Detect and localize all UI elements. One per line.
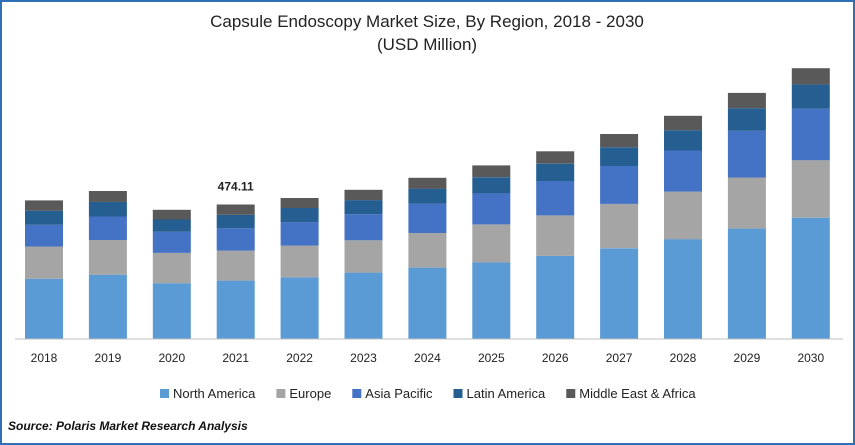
source-note: Source: Polaris Market Research Analysis bbox=[8, 419, 248, 433]
bar-2019-latin-america bbox=[88, 201, 127, 217]
bar-2021-europe bbox=[216, 250, 255, 281]
bar-2024-asia-pacific bbox=[408, 203, 447, 233]
x-tick-2030: 2030 bbox=[797, 351, 824, 365]
bar-2021-middle-east-africa bbox=[216, 204, 255, 215]
bar-2027-asia-pacific bbox=[600, 166, 639, 204]
legend-swatch-europe bbox=[276, 389, 286, 398]
legend-swatch-latin-america bbox=[453, 389, 463, 398]
bar-2024-latin-america bbox=[408, 188, 447, 204]
bar-2019-europe bbox=[88, 240, 127, 275]
bar-2022-asia-pacific bbox=[280, 222, 319, 246]
bar-2023-asia-pacific bbox=[344, 214, 383, 241]
bar-2021-north-america bbox=[216, 280, 255, 339]
legend-label-asia-pacific: Asia Pacific bbox=[365, 386, 433, 401]
bars-group bbox=[25, 68, 830, 339]
bar-2021-latin-america bbox=[216, 214, 255, 229]
x-tick-2029: 2029 bbox=[734, 351, 761, 365]
bar-2026-middle-east-africa bbox=[536, 151, 575, 164]
bar-2029-europe bbox=[727, 177, 766, 229]
bar-2022-europe bbox=[280, 245, 319, 278]
bar-2025-latin-america bbox=[472, 177, 511, 194]
bar-2030-europe bbox=[791, 160, 830, 218]
bar-2023-middle-east-africa bbox=[344, 189, 383, 201]
bar-2022-north-america bbox=[280, 277, 319, 339]
bar-2027-middle-east-africa bbox=[600, 134, 639, 148]
bar-2028-asia-pacific bbox=[664, 150, 702, 192]
x-tick-2025: 2025 bbox=[478, 351, 505, 365]
legend-swatch-middle-east-africa bbox=[566, 389, 576, 398]
bar-2027-europe bbox=[600, 203, 639, 249]
bar-2026-latin-america bbox=[536, 163, 575, 181]
bar-2024-north-america bbox=[408, 267, 447, 339]
x-tick-2026: 2026 bbox=[542, 351, 569, 365]
bar-2025-asia-pacific bbox=[472, 193, 511, 225]
bar-2025-europe bbox=[472, 224, 511, 263]
bar-2029-asia-pacific bbox=[727, 130, 766, 178]
x-tick-2028: 2028 bbox=[670, 351, 697, 365]
bar-2023-europe bbox=[344, 240, 383, 273]
legend-label-middle-east-africa: Middle East & Africa bbox=[579, 386, 696, 401]
bar-2022-middle-east-africa bbox=[280, 198, 319, 208]
bar-2029-north-america bbox=[727, 228, 766, 339]
bar-2026-europe bbox=[536, 215, 575, 256]
bar-2022-latin-america bbox=[280, 208, 319, 223]
bar-2028-europe bbox=[664, 191, 702, 240]
chart-subtitle: (USD Million) bbox=[377, 35, 477, 54]
bar-2030-latin-america bbox=[791, 84, 830, 109]
bar-2020-asia-pacific bbox=[152, 231, 191, 253]
chart-title: Capsule Endoscopy Market Size, By Region… bbox=[210, 12, 644, 31]
bar-2025-middle-east-africa bbox=[472, 165, 511, 178]
legend-label-europe: Europe bbox=[289, 386, 331, 401]
bar-2019-north-america bbox=[88, 274, 127, 339]
bar-2020-europe bbox=[152, 253, 191, 284]
legend-label-north-america: North America bbox=[173, 386, 256, 401]
legend-swatch-north-america bbox=[160, 389, 169, 398]
bar-2026-north-america bbox=[536, 255, 575, 339]
x-tick-2020: 2020 bbox=[158, 351, 185, 365]
bar-2024-middle-east-africa bbox=[408, 177, 447, 189]
data-annotations: 474.11 bbox=[218, 180, 254, 194]
bar-2018-north-america bbox=[25, 278, 63, 339]
x-tick-2021: 2021 bbox=[222, 351, 249, 365]
x-tick-2027: 2027 bbox=[606, 351, 633, 365]
bar-2024-europe bbox=[408, 233, 447, 268]
bar-2020-latin-america bbox=[152, 219, 191, 232]
data-label-2021: 474.11 bbox=[218, 180, 254, 194]
bar-2027-north-america bbox=[600, 248, 639, 339]
x-tick-labels: 2018 2019 2020 2021 2022 2023 2024 2025 2026 2027… bbox=[31, 351, 825, 365]
bar-2019-asia-pacific bbox=[88, 216, 127, 240]
x-tick-2019: 2019 bbox=[95, 351, 122, 365]
x-tick-2022: 2022 bbox=[286, 351, 313, 365]
bar-2021-asia-pacific bbox=[216, 228, 255, 251]
bar-2023-north-america bbox=[344, 272, 383, 339]
x-tick-2018: 2018 bbox=[31, 351, 58, 365]
bar-2025-north-america bbox=[472, 262, 511, 339]
bar-2030-asia-pacific bbox=[791, 108, 830, 161]
bar-2029-latin-america bbox=[727, 108, 766, 131]
bar-2027-latin-america bbox=[600, 147, 639, 166]
bar-2020-north-america bbox=[152, 283, 191, 339]
bar-2030-middle-east-africa bbox=[791, 68, 830, 85]
bar-2018-middle-east-africa bbox=[25, 200, 63, 211]
bar-2018-latin-america bbox=[25, 210, 63, 225]
bar-2030-north-america bbox=[791, 217, 830, 339]
bar-2023-latin-america bbox=[344, 200, 383, 215]
bar-2028-latin-america bbox=[664, 130, 702, 151]
bar-2028-north-america bbox=[664, 239, 702, 339]
bar-2018-europe bbox=[25, 246, 63, 279]
x-tick-2024: 2024 bbox=[414, 351, 441, 365]
bar-2028-middle-east-africa bbox=[664, 115, 702, 131]
bar-2018-asia-pacific bbox=[25, 224, 63, 247]
bar-2019-middle-east-africa bbox=[88, 191, 127, 202]
legend: North America Europe Asia Pacific Latin Ame… bbox=[160, 386, 696, 401]
bar-2029-middle-east-africa bbox=[727, 92, 766, 109]
x-tick-2023: 2023 bbox=[350, 351, 377, 365]
legend-swatch-asia-pacific bbox=[352, 389, 362, 398]
bar-2020-middle-east-africa bbox=[152, 209, 191, 220]
bar-2026-asia-pacific bbox=[536, 181, 575, 216]
legend-label-latin-america: Latin America bbox=[467, 386, 547, 401]
